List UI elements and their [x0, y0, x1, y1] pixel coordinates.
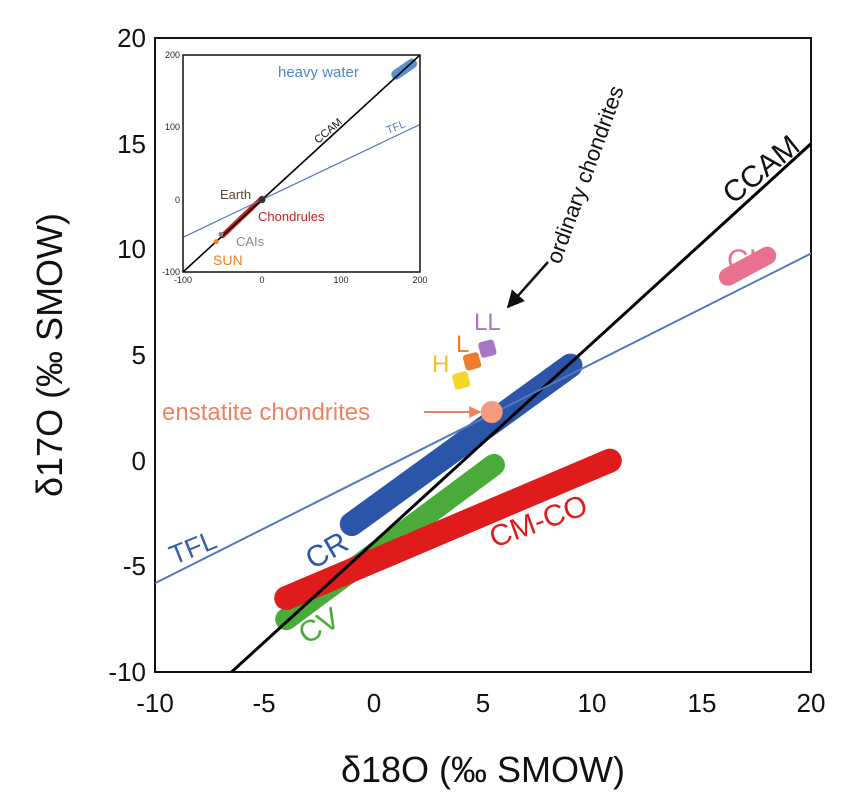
plot-frame [154, 37, 812, 673]
inset-y-tick-1: 0 [175, 195, 180, 205]
point-l [462, 352, 482, 371]
main-bands [274, 246, 777, 631]
x-tick-label-0: -10 [136, 688, 174, 718]
x-axis: -10 -5 0 5 10 15 20 δ18O (‰ SMOW) [136, 688, 825, 790]
ccam-label: CCAM [717, 129, 806, 210]
ordinary-chondrites-label: ordinary chondrites [541, 82, 628, 266]
inset-chondrules-label: Chondrules [258, 209, 325, 224]
x-axis-title: δ18O (‰ SMOW) [341, 749, 625, 790]
ordinary-chondrites-arrow [506, 261, 549, 309]
y-tick-label-0: -10 [108, 657, 146, 687]
line-ccam [230, 142, 811, 672]
inset-x-tick-0: -100 [174, 275, 192, 285]
y-tick-label-6: 20 [117, 23, 146, 53]
inset-y-tick-3: 200 [165, 50, 180, 60]
y-tick-label-3: 5 [132, 340, 146, 370]
y-tick-label-4: 10 [117, 234, 146, 264]
inset-y-tick-0: -100 [162, 267, 180, 277]
inset-x-tick-3: 200 [412, 275, 427, 285]
inset-point-cais [218, 231, 224, 237]
x-tick-label-2: 0 [367, 688, 381, 718]
inset-y-tick-2: 100 [165, 122, 180, 132]
x-tick-label-1: -5 [252, 688, 275, 718]
band-ci [718, 246, 777, 286]
inset-frame [182, 54, 421, 273]
tfl-label: TFL [165, 525, 221, 571]
inset-points [213, 196, 266, 245]
band-cm-co [274, 448, 622, 611]
x-tick-label-3: 5 [476, 688, 490, 718]
x-tick-label-6: 20 [797, 688, 826, 718]
enstatite-label: enstatite chondrites [162, 399, 370, 426]
point-enstatite-chondrites [480, 401, 503, 424]
h-label: H [432, 351, 449, 378]
inset-x-tick-2: 100 [333, 275, 348, 285]
ll-label: LL [474, 309, 501, 336]
y-axis-title: δ17O (‰ SMOW) [29, 213, 70, 497]
inset-chart: -100 0 100 200 -100 0 100 200 heavy wate… [162, 50, 428, 285]
point-h [452, 371, 471, 390]
inset-point-earth [258, 196, 266, 204]
x-tick-label-4: 10 [578, 688, 607, 718]
y-axis: -10 -5 0 5 10 15 20 δ17O (‰ SMOW) [29, 23, 146, 687]
ci-label: CI [727, 244, 757, 277]
inset-point-sun [213, 239, 219, 245]
inset-heavy-water-label: heavy water [278, 64, 359, 81]
inset-earth-label: Earth [220, 187, 251, 202]
inset-line-tfl [183, 123, 420, 238]
x-tick-label-5: 15 [688, 688, 717, 718]
main-points [452, 339, 503, 424]
inset-x-tick-1: 0 [259, 275, 264, 285]
inset-cais-label: CAIs [236, 234, 265, 249]
l-label: L [456, 331, 469, 358]
y-tick-label-5: 15 [117, 129, 146, 159]
point-ll [478, 339, 497, 358]
inset-sun-label: SUN [213, 252, 243, 268]
y-tick-label-2: 0 [132, 446, 146, 476]
y-tick-label-1: -5 [123, 551, 146, 581]
